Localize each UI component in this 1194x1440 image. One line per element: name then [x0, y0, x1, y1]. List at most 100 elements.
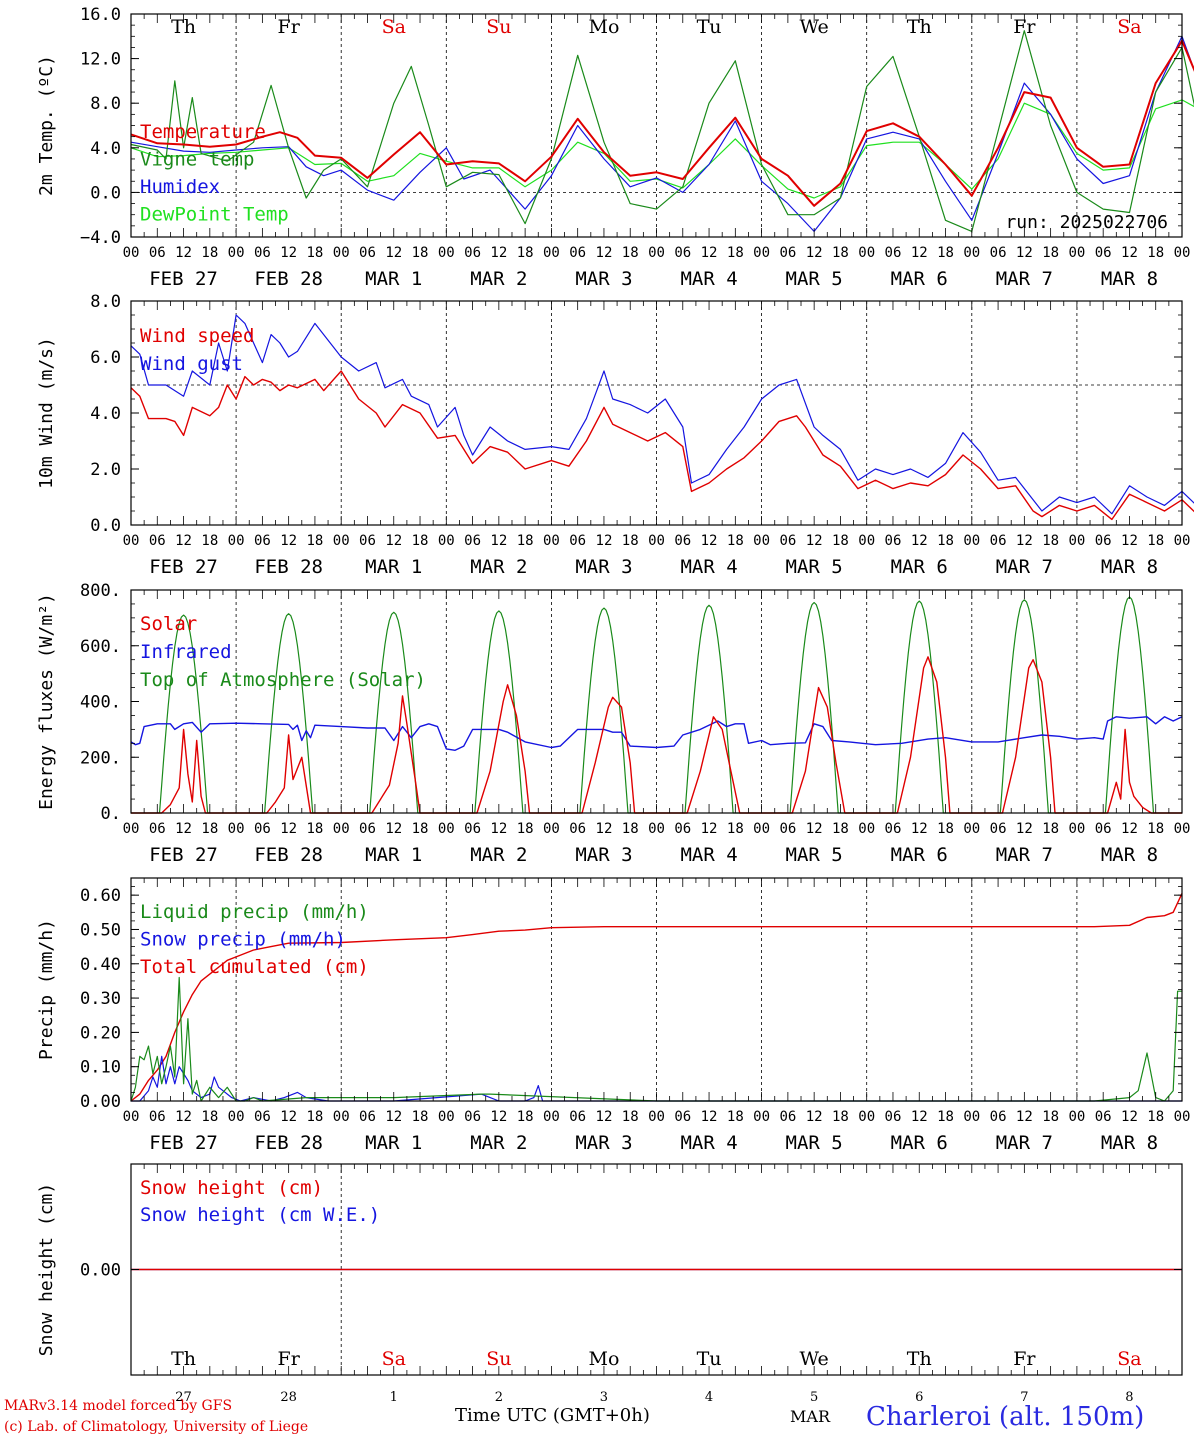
y-tick-label: 200. — [80, 748, 121, 768]
hour-tick-label: 12 — [490, 821, 507, 837]
y-tick-label: 0.00 — [80, 1092, 121, 1112]
hour-tick-label: 18 — [1042, 245, 1059, 261]
hour-tick-label: 12 — [1121, 245, 1138, 261]
hour-tick-label: 18 — [517, 245, 534, 261]
series-liquid-precip-mm-h- — [130, 976, 1182, 1102]
hour-tick-label: 12 — [385, 245, 402, 261]
hour-tick-label: 18 — [937, 533, 954, 549]
hour-tick-label: 12 — [490, 533, 507, 549]
weekday-label: Su — [486, 1348, 511, 1370]
hour-tick-label: 18 — [1042, 1109, 1059, 1125]
hour-tick-label: 06 — [359, 1109, 376, 1125]
hour-tick-label: 06 — [254, 533, 271, 549]
hour-tick-label: 06 — [990, 533, 1007, 549]
y-tick-label: 0.10 — [80, 1058, 121, 1078]
hour-tick-label: 00 — [228, 1109, 245, 1125]
hour-tick-label: 18 — [1147, 821, 1164, 837]
y-tick-label: 0. — [101, 804, 121, 824]
legend-entry: Top of Atmosphere (Solar) — [140, 669, 426, 691]
weekday-label: Fr — [278, 16, 301, 38]
hour-tick-label: 12 — [385, 821, 402, 837]
series-temperature — [130, 39, 1194, 207]
y-tick-label: 12.0 — [80, 50, 121, 70]
hour-tick-label: 12 — [280, 245, 297, 261]
hour-tick-label: 12 — [806, 245, 823, 261]
hour-tick-label: 00 — [963, 533, 980, 549]
lab-credit: (c) Lab. of Climatology, University of L… — [4, 1419, 309, 1435]
hour-tick-label: 00 — [858, 533, 875, 549]
date-label: MAR 8 — [1101, 844, 1158, 866]
legend-entry: DewPoint Temp — [140, 204, 289, 226]
y-tick-label: 600. — [80, 637, 121, 657]
date-label: MAR 5 — [786, 268, 843, 290]
date-label: FEB 27 — [149, 268, 218, 290]
date-label: FEB 27 — [149, 1132, 218, 1154]
hour-tick-label: 12 — [175, 245, 192, 261]
hour-tick-label: 06 — [885, 533, 902, 549]
hour-tick-label: 18 — [412, 533, 429, 549]
hour-tick-label: 12 — [701, 821, 718, 837]
y-axis-title: Snow height (cm) — [36, 1183, 57, 1356]
hour-tick-label: 00 — [228, 245, 245, 261]
panel-1: −4.0 0.0 4.0 8.0 12.0 16.0 2m Temp. (ºC) Temper… — [36, 5, 1194, 290]
hour-tick-label: 00 — [123, 533, 140, 549]
weekday-label: Sa — [1117, 16, 1141, 38]
hour-tick-label: 18 — [1147, 245, 1164, 261]
legend-entry: Snow height (cm W.E.) — [140, 1204, 380, 1226]
hour-tick-label: 06 — [569, 533, 586, 549]
hour-tick-label: 06 — [990, 245, 1007, 261]
y-tick-label: 0.30 — [80, 989, 121, 1009]
weekday-label: Mo — [588, 1348, 619, 1370]
hour-tick-label: 00 — [438, 245, 455, 261]
date-label: MAR 8 — [1101, 268, 1158, 290]
legend-entry: Infrared — [140, 641, 232, 663]
series-infrared — [130, 716, 1183, 751]
hour-tick-label: 12 — [701, 245, 718, 261]
hour-tick-label: 06 — [1095, 533, 1112, 549]
y-tick-label: 0.50 — [80, 920, 121, 940]
hour-tick-label: 12 — [806, 821, 823, 837]
y-tick-label: 0.60 — [80, 886, 121, 906]
hour-tick-label: 00 — [648, 533, 665, 549]
y-tick-label: 0.0 — [90, 516, 121, 536]
date-label: MAR 7 — [996, 556, 1053, 578]
date-label: MAR 4 — [680, 1132, 737, 1154]
legend-entry: Vigne temp — [140, 149, 254, 171]
hour-tick-label: 06 — [569, 1109, 586, 1125]
hour-tick-label: 00 — [123, 821, 140, 837]
hour-tick-label: 00 — [648, 245, 665, 261]
hour-tick-label: 18 — [201, 533, 218, 549]
y-tick-label: 4.0 — [90, 404, 121, 424]
y-tick-label: 0.20 — [80, 1023, 121, 1043]
y-tick-label: 400. — [80, 693, 121, 713]
weekday-label: Sa — [382, 1348, 406, 1370]
hour-tick-label: 12 — [911, 533, 928, 549]
hour-tick-label: 00 — [1174, 533, 1191, 549]
y-axis-title: Precip (mm/h) — [36, 919, 57, 1060]
hour-tick-label: 18 — [412, 1109, 429, 1125]
y-tick-label: −4.0 — [80, 228, 121, 248]
hour-tick-label: 12 — [1016, 533, 1033, 549]
date-label: MAR 7 — [996, 844, 1053, 866]
weekday-label: Mo — [588, 16, 619, 38]
weekday-label: Tu — [697, 16, 722, 38]
hour-tick-label: 00 — [123, 1109, 140, 1125]
hour-tick-label: 12 — [175, 821, 192, 837]
legend-entry: Total cumulated (cm) — [140, 956, 369, 978]
hour-tick-label: 06 — [149, 245, 166, 261]
date-label: MAR 2 — [470, 1132, 527, 1154]
day-number-label: 5 — [810, 1390, 818, 1405]
hour-tick-label: 06 — [464, 1109, 481, 1125]
hour-tick-label: 18 — [937, 1109, 954, 1125]
hour-tick-label: 12 — [490, 1109, 507, 1125]
hour-tick-label: 00 — [753, 821, 770, 837]
hour-tick-label: 12 — [911, 821, 928, 837]
hour-tick-label: 00 — [648, 821, 665, 837]
hour-tick-label: 06 — [149, 1109, 166, 1125]
hour-tick-label: 06 — [779, 1109, 796, 1125]
date-label: MAR 4 — [680, 556, 737, 578]
hour-tick-label: 18 — [1042, 533, 1059, 549]
hour-tick-label: 00 — [543, 821, 560, 837]
date-label: MAR 6 — [891, 556, 948, 578]
